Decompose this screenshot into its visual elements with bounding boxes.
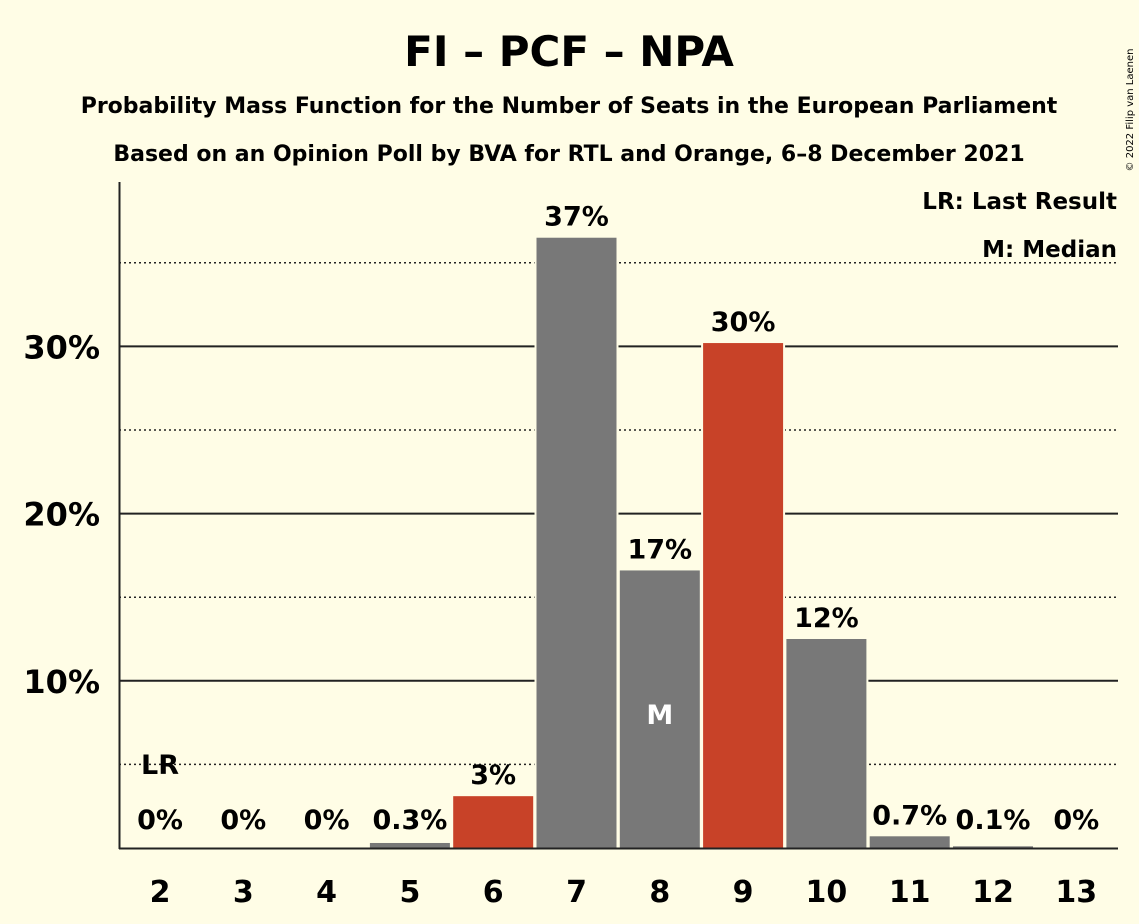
y-tick-label: 30% [23, 328, 100, 366]
last-result-marker: LR [141, 750, 179, 781]
value-label: 0% [304, 805, 350, 836]
bar-11-seats [869, 836, 950, 848]
median-marker: M [646, 700, 673, 731]
value-label: 0% [220, 805, 266, 836]
value-label: 37% [544, 202, 609, 233]
bar-8-seats [619, 570, 700, 848]
bars [367, 235, 1035, 849]
x-tick-label: 9 [733, 875, 754, 910]
y-tick-label: 10% [23, 663, 100, 701]
chart-subtitle-2: Based on an Opinion Poll by BVA for RTL … [113, 142, 1024, 167]
copyright-notice: © 2022 Filip van Laenen [1125, 49, 1136, 172]
value-label: 0.1% [956, 805, 1031, 836]
chart-subtitle-1: Probability Mass Function for the Number… [81, 94, 1058, 119]
legend-last-result: LR: Last Result [922, 189, 1117, 215]
x-tick-label: 7 [566, 875, 587, 910]
bar-6-seats [453, 796, 534, 848]
x-axis-labels: 2 3 4 5 6 7 8 9 10 11 12 13 [150, 875, 1098, 910]
x-tick-label: 2 [150, 875, 171, 910]
value-label: 3% [470, 760, 516, 791]
value-label: 0.7% [872, 800, 947, 831]
y-axis-labels: 10% 20% 30% [23, 328, 100, 700]
value-label: 12% [794, 603, 859, 634]
markers: LR M [141, 700, 673, 781]
value-labels: 0% 0% 0% 0.3% 3% 37% 17% 30% 12% 0.7% 0.1% 0% [137, 202, 1099, 836]
value-label: 30% [711, 307, 776, 338]
bar-10-seats [786, 639, 867, 848]
value-label: 0% [137, 805, 183, 836]
value-label: 0% [1053, 805, 1099, 836]
x-tick-label: 3 [233, 875, 254, 910]
bar-gutter [951, 844, 1035, 848]
x-tick-label: 13 [1055, 875, 1097, 910]
x-tick-label: 6 [483, 875, 504, 910]
bar-7-seats [536, 237, 617, 849]
x-tick-label: 11 [889, 875, 931, 910]
x-tick-label: 8 [649, 875, 670, 910]
bar-9-seats [703, 343, 784, 848]
x-tick-label: 12 [972, 875, 1014, 910]
x-tick-label: 4 [316, 875, 337, 910]
value-label: 17% [627, 534, 692, 565]
bar-12-seats [953, 846, 1033, 848]
value-label: 0.3% [372, 805, 447, 836]
bar-5-seats [369, 842, 450, 848]
chart-title: FI – PCF – NPA [404, 27, 734, 76]
x-tick-label: 10 [806, 875, 848, 910]
x-tick-label: 5 [399, 875, 420, 910]
y-tick-label: 20% [23, 496, 100, 534]
legend-median: M: Median [982, 237, 1117, 263]
